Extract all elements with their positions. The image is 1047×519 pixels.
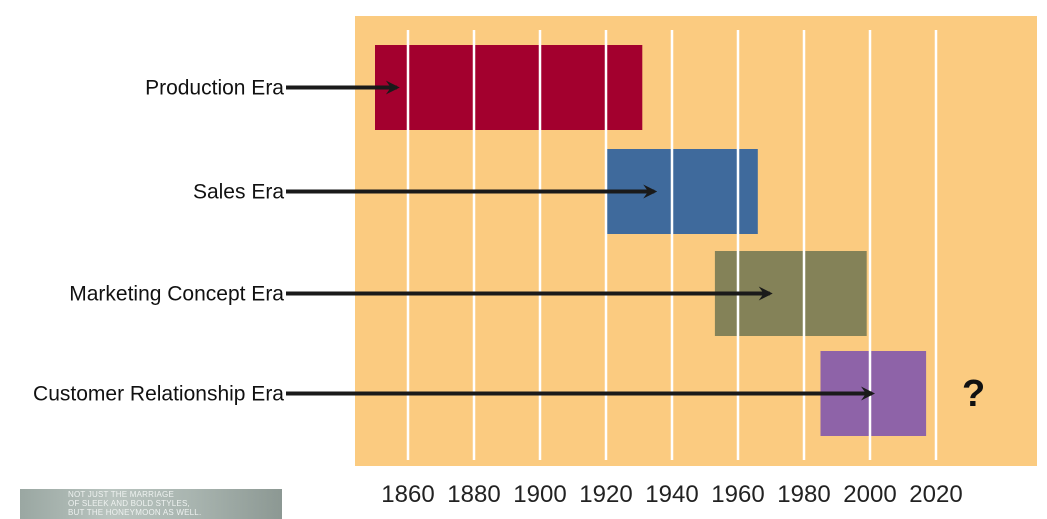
x-tick-label-1900: 1900 (513, 481, 566, 508)
ad-line-3: BUT THE HONEYMOON AS WELL. (68, 508, 202, 517)
era-label-1: Production Era (145, 77, 284, 100)
advertisement-text: NOT JUST THE MARRIAGE OF SLEEK AND BOLD … (68, 490, 238, 517)
x-tick-label-1940: 1940 (645, 481, 698, 508)
x-tick-label-1880: 1880 (447, 481, 500, 508)
x-tick-label-1920: 1920 (579, 481, 632, 508)
advertisement-thumbnail: NOT JUST THE MARRIAGE OF SLEEK AND BOLD … (20, 489, 282, 519)
ad-line-1: NOT JUST THE MARRIAGE (68, 490, 174, 499)
x-tick-label-2000: 2000 (843, 481, 896, 508)
x-tick-label-1980: 1980 (777, 481, 830, 508)
era-label-2: Sales Era (193, 181, 284, 204)
x-tick-label-1860: 1860 (381, 481, 434, 508)
x-tick-label-2020: 2020 (909, 481, 962, 508)
era-bar-1 (375, 45, 643, 130)
x-tick-label-1960: 1960 (711, 481, 764, 508)
era-label-4: Customer Relationship Era (33, 383, 284, 406)
ad-line-2: OF SLEEK AND BOLD STYLES, (68, 499, 190, 508)
future-question-mark: ? (962, 373, 985, 415)
era-label-3: Marketing Concept Era (69, 283, 284, 306)
